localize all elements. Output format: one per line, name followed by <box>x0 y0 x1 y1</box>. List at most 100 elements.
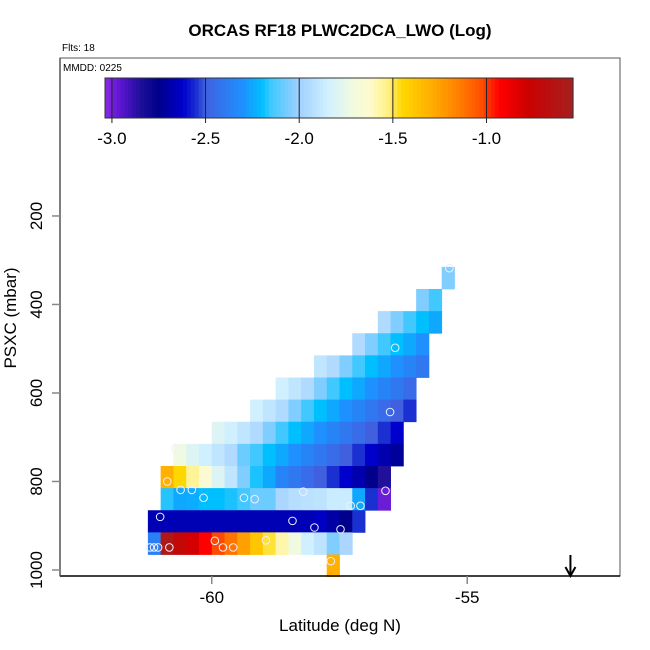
colorbar-segment <box>479 78 484 118</box>
heatmap-cell <box>377 377 391 401</box>
heatmap-cell <box>224 510 238 533</box>
heatmap-cell <box>313 377 328 401</box>
colorbar-segment <box>565 78 570 118</box>
colorbar-segment <box>374 78 379 118</box>
heatmap-cell <box>365 488 379 511</box>
heatmap-cell <box>352 355 366 378</box>
y-tick-label: 800 <box>27 467 46 495</box>
heatmap-cell <box>326 488 340 511</box>
heatmap-cell <box>416 355 430 378</box>
observation-point <box>250 494 259 504</box>
heatmap-cell <box>288 532 302 555</box>
observation-point <box>381 486 390 496</box>
y-tick-label: 400 <box>27 290 46 318</box>
observation-point <box>187 485 197 495</box>
observation-point <box>145 543 155 552</box>
heatmap-cell <box>186 532 200 555</box>
heatmap-cell <box>198 465 213 489</box>
colorbar-segment <box>393 78 399 118</box>
heatmap-cell <box>377 421 391 445</box>
colorbar-segment <box>346 78 352 118</box>
heatmap-cell <box>211 510 225 533</box>
heatmap-cell <box>275 532 289 555</box>
colorbar-segment <box>452 78 457 118</box>
heatmap-cell <box>288 399 302 423</box>
colorbar-segment <box>116 78 122 118</box>
heatmap-cell <box>198 532 213 555</box>
colorbar-segment <box>417 78 422 118</box>
colorbar-segment <box>163 78 168 118</box>
heatmap-cell <box>211 465 225 489</box>
heatmap-cell <box>211 532 225 555</box>
colorbar-segment <box>409 78 414 118</box>
observation-point <box>288 516 297 526</box>
heatmap-cell <box>390 377 404 401</box>
observation-point <box>153 543 163 552</box>
colorbar-segment <box>307 78 313 118</box>
heatmap-cell <box>301 399 315 423</box>
colorbar-segment <box>432 78 438 118</box>
heatmap-cell <box>352 377 366 401</box>
colorbar-tick-label: -2.5 <box>191 129 220 148</box>
colorbar-segment <box>456 78 461 118</box>
heatmap-cell <box>416 333 430 356</box>
heatmap-cell <box>326 554 340 578</box>
observation-point <box>165 543 174 552</box>
colorbar-segment <box>518 78 523 118</box>
heatmap-cell <box>390 443 404 467</box>
heatmap-cell <box>326 532 340 555</box>
colorbar-segment <box>487 78 492 118</box>
heatmap-cell <box>288 443 302 467</box>
heatmap-cell <box>186 488 200 511</box>
heatmap-cell <box>301 510 315 533</box>
colorbar-segment <box>222 78 227 118</box>
colorbar-segment <box>467 78 473 118</box>
heatmap-cell <box>288 465 302 489</box>
observation-point <box>390 343 400 353</box>
heatmap-cell <box>173 532 187 555</box>
colorbar-segment <box>471 78 477 118</box>
observation-point <box>155 512 165 522</box>
heatmap-cell <box>262 465 277 489</box>
y-tick-label: 1000 <box>27 551 46 589</box>
colorbar-segment <box>167 78 172 118</box>
colorbar-segment <box>120 78 126 118</box>
colorbar-segment <box>522 78 527 118</box>
colorbar-segment <box>483 78 488 118</box>
arrow-head <box>564 566 577 579</box>
x-axis-ticks: -60 -55 <box>199 576 480 607</box>
heatmap-cell <box>313 421 328 445</box>
colorbar-segment <box>241 78 246 118</box>
colorbar-segment <box>237 78 243 118</box>
colorbar-segment <box>276 78 282 118</box>
heatmap-cell <box>262 532 277 555</box>
heatmap-cell <box>339 465 353 489</box>
colorbar-segment <box>171 78 176 118</box>
colorbar-segment <box>268 78 274 118</box>
heatmap-cell <box>250 465 264 489</box>
heatmap-cell <box>326 510 340 533</box>
heatmap-cell <box>224 443 238 467</box>
colorbar-segment <box>491 78 496 118</box>
heatmap-cell <box>237 510 251 533</box>
heatmap-cell <box>237 465 251 489</box>
heatmap-cell <box>250 421 264 445</box>
colorbar-segment <box>448 78 453 118</box>
heatmap-cell <box>275 399 289 423</box>
heatmap-cell <box>211 443 225 467</box>
heatmap-cell <box>301 443 315 467</box>
colorbar-segment <box>420 78 426 118</box>
heatmap-cell <box>211 488 225 511</box>
heatmap-cell <box>147 510 162 533</box>
colorbar-segment <box>530 78 535 118</box>
colorbar-segment <box>183 78 188 118</box>
colorbar-segment <box>190 78 196 118</box>
heatmap-cell <box>275 421 289 445</box>
colorbar-segment <box>569 78 574 118</box>
colorbar-segment <box>459 78 465 118</box>
heatmap-cell <box>224 465 238 489</box>
colorbar-segment <box>350 78 356 118</box>
heatmap-cell <box>390 311 404 334</box>
colorbar-segment <box>292 78 297 118</box>
